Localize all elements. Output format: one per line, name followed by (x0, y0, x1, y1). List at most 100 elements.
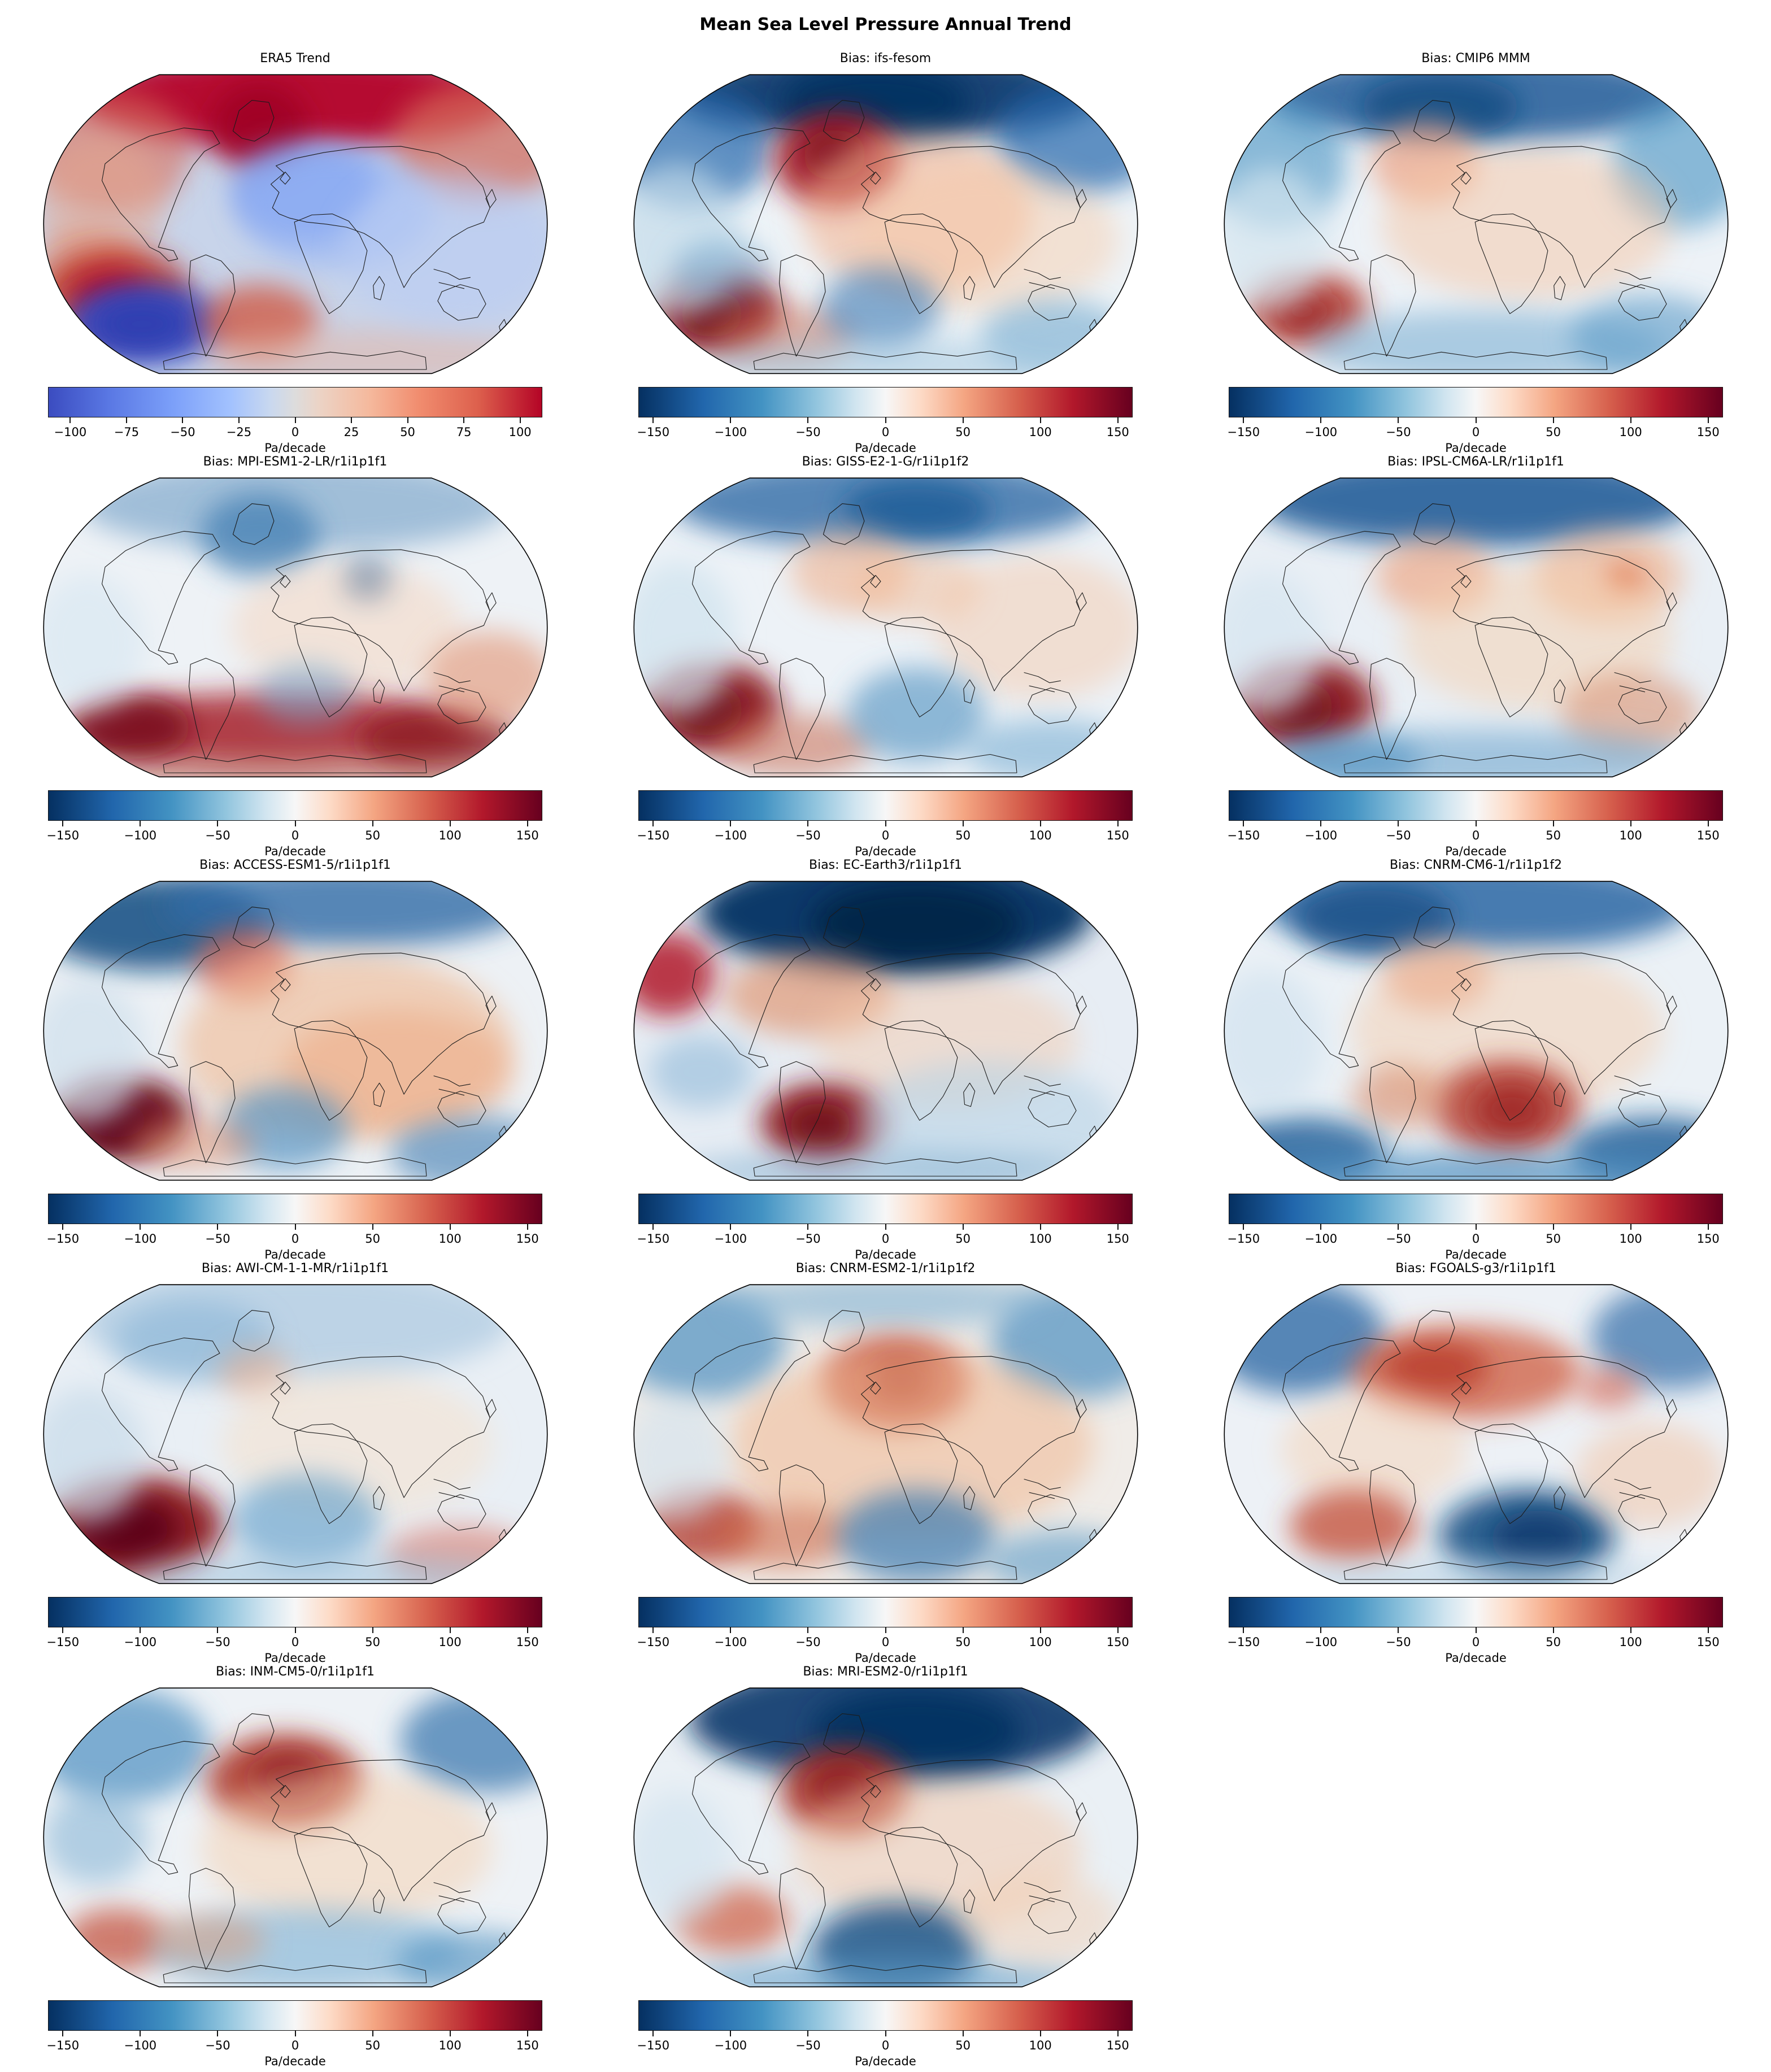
colorbar-tick-label: 50 (400, 425, 415, 439)
colorbar-tickmark (449, 821, 451, 826)
colorbar-group: −150 −100 −50 0 50 100 150 Pa/decade (46, 1194, 542, 1261)
colorbar-tick-label: −100 (1304, 1232, 1338, 1246)
colorbar-unit-label: Pa/decade (264, 845, 326, 858)
colorbar-tick-label: −50 (1386, 425, 1411, 439)
colorbar-tickmark (1039, 821, 1041, 826)
colorbar-group: −150 −100 −50 0 50 100 150 Pa/decade (1227, 1597, 1723, 1665)
colorbar-tickmark (1475, 1627, 1477, 1633)
colorbar-tickmark (885, 1627, 886, 1633)
colorbar-tickmarks (48, 2031, 542, 2038)
colorbar-tickmarks (1229, 1627, 1723, 1634)
colorbar-tickmark (294, 1627, 296, 1633)
colorbar-tick-label: 50 (955, 1232, 971, 1246)
coastlines (1282, 100, 1689, 371)
map-outline (42, 881, 548, 1181)
world-map (42, 1284, 548, 1585)
colorbar-tick-label: −150 (46, 1635, 80, 1649)
world-map (633, 74, 1138, 375)
map-outline (42, 1687, 548, 1988)
colorbar-group: −150 −100 −50 0 50 100 150 Pa/decade (1227, 790, 1723, 858)
colorbar-tickmark (449, 1627, 451, 1633)
map-panel: Bias: CMIP6 MMM −150 −100 −50 0 50 100 150 Pa/de… (1181, 51, 1771, 455)
colorbar-group: −150 −100 −50 0 50 100 150 Pa/decade (637, 1194, 1133, 1261)
colorbar (638, 387, 1133, 417)
colorbar-tickmark (807, 417, 809, 423)
colorbar-tickmark (962, 1224, 964, 1230)
colorbar-tickmark (885, 417, 886, 423)
colorbar-tick-label: 0 (291, 1232, 299, 1246)
colorbar-group: −150 −100 −50 0 50 100 150 Pa/decade (637, 790, 1133, 858)
colorbar-tickmarks (1229, 417, 1723, 424)
colorbar-tickmark (407, 417, 408, 423)
colorbar-tick-label: 150 (516, 829, 539, 842)
map-outline (1223, 881, 1729, 1181)
colorbar-tick-label: −50 (795, 1232, 821, 1246)
colorbar-tickmark (1320, 417, 1322, 423)
world-map (1223, 74, 1729, 375)
coastlines (691, 1310, 1098, 1581)
panel-title: Bias: MRI-ESM2-0/r1i1p1f1 (803, 1665, 968, 1679)
colorbar-tick-label: 0 (1472, 425, 1480, 439)
colorbar-tickmark (449, 2031, 451, 2036)
colorbar-tick-label: 50 (1546, 1232, 1561, 1246)
colorbar-tickmark (1398, 1627, 1399, 1633)
colorbar-tickmark (652, 821, 654, 826)
colorbar-tickmarks (638, 1224, 1133, 1231)
colorbar-tickmark (1630, 821, 1631, 826)
colorbar-tick-label: 100 (508, 425, 532, 439)
colorbar-group: −150 −100 −50 0 50 100 150 Pa/decade (1227, 387, 1723, 455)
colorbar-tick-label: 50 (955, 1635, 971, 1649)
colorbar-tickmark (652, 417, 654, 423)
colorbar-tick-label: 50 (365, 1232, 380, 1246)
colorbar-tickmark (526, 1224, 528, 1230)
colorbar-tick-label: 50 (1546, 829, 1561, 842)
colorbar-tick-label: −100 (714, 1635, 747, 1649)
colorbar-tick-label: −150 (637, 1232, 670, 1246)
colorbar-group: −150 −100 −50 0 50 100 150 Pa/decade (637, 1597, 1133, 1665)
colorbar-tickmarks (638, 821, 1133, 828)
colorbar-tick-label: 150 (1106, 425, 1129, 439)
colorbar (48, 2000, 542, 2031)
colorbar-tick-label: −50 (205, 1635, 230, 1649)
colorbar-tick-label: −150 (1227, 829, 1260, 842)
map-outline (42, 477, 548, 778)
colorbar-unit-label: Pa/decade (855, 441, 916, 455)
colorbar-tick-label: −100 (1304, 829, 1338, 842)
colorbar-tickmark (1039, 1224, 1041, 1230)
colorbar-tick-label: −50 (205, 1232, 230, 1246)
colorbar-tick-label: −150 (1227, 1232, 1260, 1246)
colorbar-tickmark (1707, 1627, 1709, 1633)
colorbar-tickmark (238, 417, 240, 423)
colorbar-tick-label: −150 (46, 829, 80, 842)
colorbar-tick-label: 150 (1696, 1232, 1720, 1246)
colorbar-tickmark (1475, 821, 1477, 826)
colorbar-tickmark (1243, 821, 1245, 826)
colorbar-tickmark (62, 2031, 64, 2036)
colorbar (638, 1194, 1133, 1224)
panel-title: Bias: AWI-CM-1-1-MR/r1i1p1f1 (201, 1261, 389, 1276)
colorbar-tick-label: 50 (1546, 425, 1561, 439)
colorbar-tickmark (372, 2031, 373, 2036)
map-outline (1223, 1284, 1729, 1585)
colorbar-tick-label: 25 (343, 425, 359, 439)
colorbar-tick-label: 50 (1546, 1635, 1561, 1649)
colorbar-tickmark (62, 821, 64, 826)
map-panel: Bias: FGOALS-g3/r1i1p1f1 −150 −100 −50 0 50 10… (1181, 1261, 1771, 1665)
colorbar-tickmark (962, 2031, 964, 2036)
colorbar-tick-label: 150 (1106, 829, 1129, 842)
colorbar-tickmark (1243, 1627, 1245, 1633)
colorbar (1229, 1597, 1723, 1627)
colorbar-tick-label: 100 (438, 1232, 462, 1246)
colorbar-tickmark (62, 1224, 64, 1230)
colorbar-tickmark (1117, 821, 1119, 826)
colorbar-tick-label: −50 (795, 1635, 821, 1649)
panel-title: Bias: IPSL-CM6A-LR/r1i1p1f1 (1387, 455, 1564, 469)
colorbar-tick-label: −100 (124, 1635, 157, 1649)
map-outline (42, 1284, 548, 1585)
colorbar-tick-label: 50 (365, 1635, 380, 1649)
world-map (1223, 477, 1729, 778)
colorbar-tick-label: 50 (955, 425, 971, 439)
map-outline (633, 1284, 1138, 1585)
panels-grid: ERA5 Trend −100 −75 −50 −25 0 25 50 75 100 Pa/deca… (0, 51, 1771, 2068)
colorbar-tick-label: 100 (1619, 1232, 1642, 1246)
